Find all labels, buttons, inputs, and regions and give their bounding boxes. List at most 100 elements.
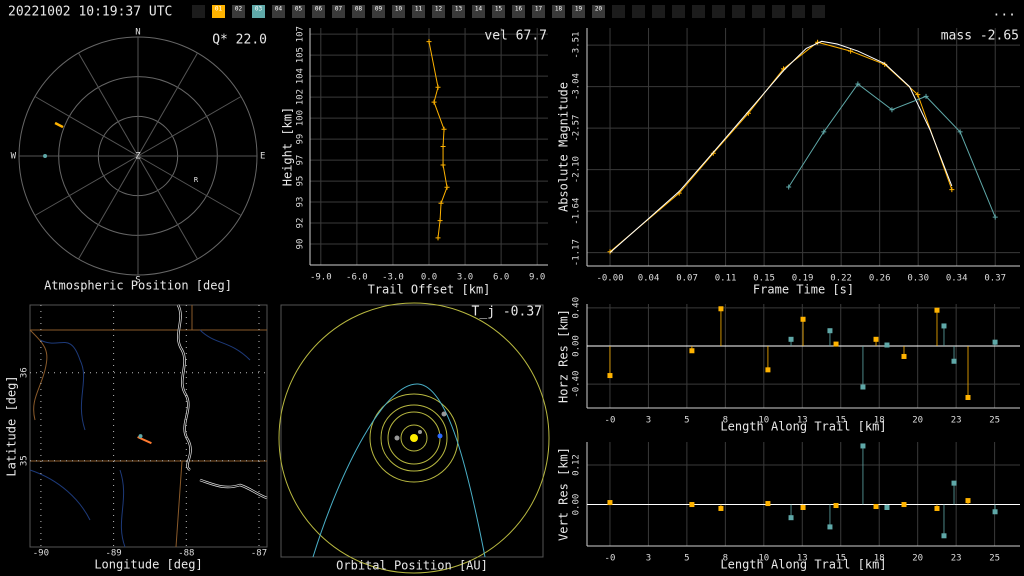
orbit-frame xyxy=(280,304,544,558)
camera-tab[interactable] xyxy=(572,5,585,18)
stem-marker xyxy=(992,509,998,515)
x-tick-label: 0.19 xyxy=(792,274,814,284)
camera-tab[interactable] xyxy=(332,5,345,18)
earth xyxy=(437,433,443,439)
x-tick-label: 18 xyxy=(874,416,885,426)
camera-tab[interactable] xyxy=(292,5,305,18)
camera-tab[interactable] xyxy=(492,5,505,18)
x-tick-label: 20 xyxy=(912,554,923,564)
x-tick-label: 20 xyxy=(912,416,923,426)
x-tick-label: -88 xyxy=(178,549,194,559)
y-tick-label: -2.57 xyxy=(572,115,582,142)
stem-marker xyxy=(860,443,866,449)
orbit-ring xyxy=(380,404,448,472)
stem-marker xyxy=(941,533,947,539)
camera-tab-label: 15 xyxy=(495,6,503,13)
camera-tab-label: 13 xyxy=(455,6,463,13)
camera-tab[interactable] xyxy=(272,5,285,18)
camera-tab[interactable] xyxy=(372,5,385,18)
polar-spoke xyxy=(34,96,139,157)
x-tick-label: -89 xyxy=(105,549,121,559)
camera-tab[interactable] xyxy=(512,5,525,18)
data-marker xyxy=(848,48,854,54)
stem-marker xyxy=(765,501,771,507)
camera-tab-label: 14 xyxy=(475,6,483,13)
camera-tab[interactable] xyxy=(432,5,445,18)
y-tick-label: 97 xyxy=(296,155,306,166)
camera-tab[interactable] xyxy=(452,5,465,18)
data-marker xyxy=(821,129,827,135)
camera-tab[interactable] xyxy=(352,5,365,18)
polar-spoke xyxy=(34,155,139,216)
data-marker xyxy=(915,92,921,98)
data-marker xyxy=(786,184,792,190)
data-marker xyxy=(949,187,955,193)
data-marker xyxy=(957,129,963,135)
stem-marker xyxy=(800,316,806,322)
x-tick-label: 25 xyxy=(989,554,1000,564)
annotation: vel 67.7 xyxy=(484,29,547,44)
polar-spoke xyxy=(137,155,242,216)
stem-marker xyxy=(992,339,998,345)
camera-tab-label: 05 xyxy=(295,6,303,13)
x-tick-label: 9.0 xyxy=(529,273,545,283)
camera-tab[interactable] xyxy=(252,5,265,18)
stem-marker xyxy=(873,336,879,342)
timestamp: 20221002 10:19:37 UTC xyxy=(8,5,172,20)
x-tick-label: 13 xyxy=(797,416,808,426)
y-tick-label: 0.12 xyxy=(572,454,582,476)
x-tick-label: -9.0 xyxy=(310,273,332,283)
stem-marker xyxy=(951,358,957,364)
y-tick-label: 0.00 xyxy=(572,335,582,357)
camera-tab-empty xyxy=(772,5,785,18)
camera-tab[interactable] xyxy=(412,5,425,18)
x-tick-label: 23 xyxy=(951,554,962,564)
menu[interactable]: ... xyxy=(993,5,1016,20)
stem-marker xyxy=(934,307,940,313)
polar-spoke xyxy=(78,52,139,157)
camera-tab[interactable] xyxy=(552,5,565,18)
y-tick-label: 99 xyxy=(296,134,306,145)
stem-marker xyxy=(827,328,833,334)
state-line xyxy=(30,329,267,462)
stem-marker xyxy=(765,367,771,373)
y-tick-label: -0.40 xyxy=(572,371,582,398)
y-tick-label: -1.17 xyxy=(572,239,582,266)
stem-marker xyxy=(965,395,971,401)
y-tick-label: 104 xyxy=(296,68,306,84)
x-tick-label: 10 xyxy=(758,416,769,426)
camera-tab-label: 16 xyxy=(515,6,523,13)
x-tick-label: 15 xyxy=(835,554,846,564)
camera-tab-label: 12 xyxy=(435,6,443,13)
x-tick-label: 25 xyxy=(989,416,1000,426)
x-tick-label: -90 xyxy=(33,549,49,559)
camera-tab-label: 19 xyxy=(575,6,583,13)
x-tick-label: 6.0 xyxy=(493,273,509,283)
camera-tab[interactable] xyxy=(472,5,485,18)
camera-tab-label: 09 xyxy=(375,6,383,13)
scatter-chart: -90 -89 -88 -87 35 36 Longitude [deg] Latitude … xyxy=(5,305,267,572)
camera-tab[interactable] xyxy=(312,5,325,18)
y-axis-label: Horz Res [km] xyxy=(557,309,571,403)
camera-tab-empty xyxy=(752,5,765,18)
data-marker xyxy=(431,99,437,105)
camera-tab[interactable] xyxy=(592,5,605,18)
x-tick-label: -87 xyxy=(251,549,267,559)
y-tick-label: -2.10 xyxy=(572,156,582,183)
x-tick-label: 3.0 xyxy=(457,273,473,283)
camera-tab[interactable] xyxy=(392,5,405,18)
camera-tab[interactable] xyxy=(232,5,245,18)
camera-tab-empty xyxy=(712,5,725,18)
x-tick-label: -0.00 xyxy=(596,274,623,284)
meteoroid-orbit xyxy=(312,383,486,558)
chart-title: Atmospheric Position [deg] xyxy=(44,279,232,293)
camera-tab[interactable] xyxy=(212,5,225,18)
polar-chart: N S E W Z R Q* 22.0 Atmospheric Position [deg] xyxy=(11,28,267,293)
x-tick-label: 10 xyxy=(758,554,769,564)
y-tick-label: 105 xyxy=(296,47,306,63)
x-tick-label: 23 xyxy=(951,416,962,426)
stem-marker xyxy=(833,341,839,347)
x-tick-label: 5 xyxy=(684,416,689,426)
camera-tab[interactable] xyxy=(532,5,545,18)
